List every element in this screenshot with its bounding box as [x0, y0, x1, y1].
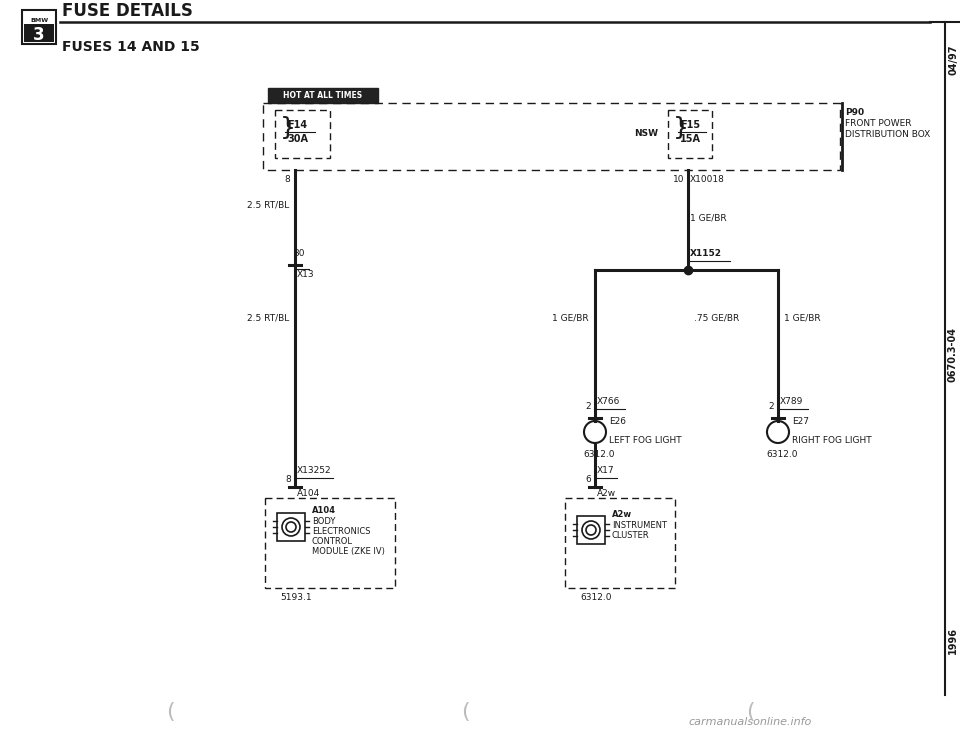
Text: 6312.0: 6312.0 — [766, 450, 798, 459]
Text: 1 GE/BR: 1 GE/BR — [690, 214, 727, 222]
Text: BODY: BODY — [312, 517, 335, 526]
Text: X789: X789 — [780, 397, 804, 406]
Text: }: } — [673, 116, 689, 140]
Text: NSW: NSW — [634, 129, 658, 138]
Text: (: ( — [461, 702, 469, 722]
Bar — [277, 513, 305, 541]
Text: INSTRUMENT: INSTRUMENT — [612, 521, 667, 530]
Text: X1152: X1152 — [690, 249, 722, 258]
Text: 6312.0: 6312.0 — [580, 593, 612, 602]
Text: 30: 30 — [293, 249, 304, 258]
Text: X10018: X10018 — [690, 175, 725, 184]
Text: MODULE (ZKE IV): MODULE (ZKE IV) — [312, 547, 385, 556]
Bar — [577, 516, 605, 544]
Text: 3: 3 — [34, 26, 45, 44]
Text: HOT AT ALL TIMES: HOT AT ALL TIMES — [283, 91, 363, 100]
Text: (: ( — [166, 702, 175, 722]
Text: X13: X13 — [297, 270, 315, 279]
Text: 2: 2 — [768, 402, 774, 411]
Text: 30A: 30A — [287, 134, 308, 144]
Text: DISTRIBUTION BOX: DISTRIBUTION BOX — [845, 130, 930, 139]
Text: 1 GE/BR: 1 GE/BR — [552, 313, 589, 322]
Text: X17: X17 — [597, 466, 614, 475]
Text: E27: E27 — [792, 417, 809, 426]
Text: 1 GE/BR: 1 GE/BR — [784, 313, 821, 322]
Text: 2: 2 — [586, 402, 591, 411]
Bar — [263, 103, 840, 170]
Text: P90: P90 — [845, 108, 864, 117]
Bar — [275, 110, 330, 158]
Text: 8: 8 — [284, 175, 290, 184]
Text: BMW: BMW — [30, 18, 48, 23]
Bar — [24, 24, 54, 42]
Text: X13252: X13252 — [297, 466, 331, 475]
Text: 0670.3-04: 0670.3-04 — [948, 327, 958, 382]
Text: 2.5 RT/BL: 2.5 RT/BL — [247, 200, 289, 210]
Text: 15A: 15A — [680, 134, 701, 144]
Text: RIGHT FOG LIGHT: RIGHT FOG LIGHT — [792, 436, 872, 445]
Text: carmanualsonline.info: carmanualsonline.info — [688, 717, 811, 727]
Bar — [268, 88, 378, 103]
Bar — [565, 498, 675, 588]
Text: 5193.1: 5193.1 — [280, 593, 312, 602]
Text: 8: 8 — [285, 475, 291, 484]
Text: 6: 6 — [586, 475, 591, 484]
Text: 1996: 1996 — [948, 626, 958, 653]
Text: 2.5 RT/BL: 2.5 RT/BL — [247, 313, 289, 322]
Bar — [22, 10, 56, 44]
Text: X766: X766 — [597, 397, 620, 406]
Text: E26: E26 — [609, 417, 626, 426]
Text: ELECTRONICS: ELECTRONICS — [312, 527, 371, 536]
Text: (: ( — [746, 702, 755, 722]
Text: 10: 10 — [673, 175, 684, 184]
Text: }: } — [280, 116, 296, 140]
Text: A104: A104 — [297, 489, 321, 498]
Bar — [265, 498, 395, 588]
Text: F15: F15 — [680, 120, 700, 130]
Text: 04/97: 04/97 — [948, 45, 958, 75]
Text: FUSE DETAILS: FUSE DETAILS — [62, 2, 193, 20]
Text: FRONT POWER: FRONT POWER — [845, 119, 911, 128]
Text: A104: A104 — [312, 506, 336, 515]
Text: 6312.0: 6312.0 — [583, 450, 614, 459]
Bar — [668, 110, 712, 158]
Text: CLUSTER: CLUSTER — [612, 531, 650, 540]
Text: CONTROL: CONTROL — [312, 537, 353, 546]
Text: LEFT FOG LIGHT: LEFT FOG LIGHT — [609, 436, 682, 445]
Text: F14: F14 — [287, 120, 307, 130]
Text: FUSES 14 AND 15: FUSES 14 AND 15 — [62, 40, 200, 54]
Text: A2w: A2w — [612, 510, 632, 519]
Text: .75 GE/BR: .75 GE/BR — [694, 313, 739, 322]
Text: A2w: A2w — [597, 489, 616, 498]
